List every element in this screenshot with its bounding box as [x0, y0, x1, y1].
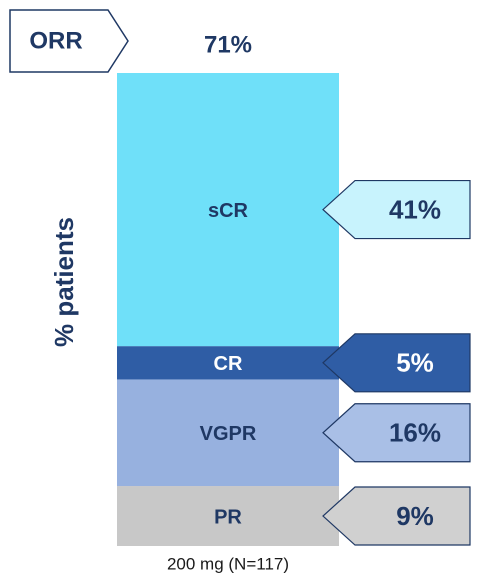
callout — [322, 179, 471, 240]
bar-segment — [117, 486, 339, 546]
segment-label: PR — [214, 506, 242, 528]
bar-segment — [117, 73, 339, 347]
orr-box — [9, 9, 129, 73]
segment-label: VGPR — [200, 423, 257, 445]
segment-label: sCR — [208, 200, 249, 222]
total-value: 71% — [204, 31, 252, 58]
segment-label: CR — [214, 353, 243, 375]
callout — [322, 403, 471, 463]
bar-segment — [117, 346, 339, 380]
value-label: 16% — [389, 418, 441, 448]
x-tick-label: 200 mg (N=117) — [167, 554, 289, 573]
bar-segment — [117, 379, 339, 487]
y-axis-label: % patients — [49, 217, 79, 347]
value-label: 41% — [389, 194, 441, 224]
callout — [322, 333, 471, 393]
total-label: ORR — [29, 27, 82, 54]
value-label: 5% — [396, 348, 434, 378]
value-label: 9% — [396, 501, 434, 531]
callout — [322, 486, 471, 546]
